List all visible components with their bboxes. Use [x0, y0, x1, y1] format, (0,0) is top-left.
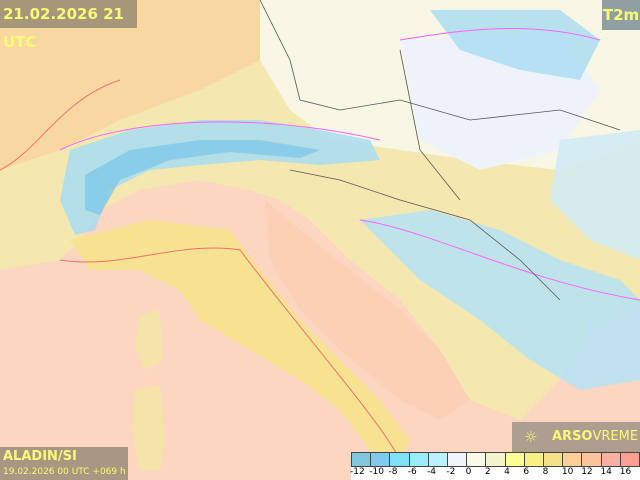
logo-brand-bold: ARSO	[552, 429, 593, 444]
legend-label: 10	[561, 467, 574, 477]
legend-swatch	[563, 453, 583, 467]
legend-swatch	[448, 453, 468, 467]
model-name: ALADIN/SI	[3, 449, 77, 464]
legend-label: 16	[619, 467, 632, 477]
legend-label: 4	[504, 467, 510, 477]
legend-swatch	[409, 453, 429, 467]
legend-swatch	[524, 453, 545, 467]
legend-label: 6	[523, 467, 530, 477]
legend-swatch	[390, 453, 410, 467]
legend-swatch	[467, 453, 487, 467]
borders	[259, 0, 621, 301]
arso-logo: ☼ ARSOVREME	[512, 422, 640, 452]
corsica	[135, 310, 162, 370]
valid-time-label: 21.02.2026 21 UTC	[0, 0, 137, 51]
legend-swatch	[351, 453, 372, 467]
isotherm-line	[59, 121, 381, 151]
parameter-label: T2m	[602, 0, 640, 30]
legend-label: -8	[388, 467, 398, 477]
legend-label: 2	[484, 467, 491, 477]
model-info: ALADIN/SI 19.02.2026 00 UTC +069 h	[0, 447, 128, 480]
sardinia	[132, 385, 165, 470]
legend-label: -4	[427, 467, 437, 477]
model-run: 19.02.2026 00 UTC +069 h	[3, 467, 126, 477]
legend-label: -6	[407, 467, 417, 477]
east-cold	[550, 130, 640, 260]
cold-areas	[60, 10, 640, 390]
isotherm-line	[399, 27, 601, 41]
legend-swatch	[601, 453, 621, 467]
legend-swatch	[582, 453, 602, 467]
legend-swatch	[428, 453, 449, 467]
italy	[70, 220, 410, 460]
border-line	[399, 49, 461, 201]
carpathians-cold	[430, 10, 600, 80]
legend-swatch	[505, 453, 525, 467]
legend-label: -12	[350, 467, 365, 477]
legend-swatch	[544, 453, 564, 467]
isotherms	[0, 27, 640, 461]
legend-swatch	[620, 453, 640, 467]
legend-label: 12	[581, 467, 593, 477]
balkans-cold	[360, 210, 640, 390]
west-land	[0, 0, 260, 170]
legend-label: 8	[542, 467, 549, 477]
legend-swatches	[351, 452, 640, 467]
legend-label: 0	[465, 467, 472, 477]
legend-label: -10	[369, 467, 384, 477]
border-line	[289, 169, 561, 301]
legend-label: 14	[600, 467, 612, 477]
isotherm-line	[359, 219, 640, 301]
alps-core	[85, 140, 320, 215]
isotherm-line	[59, 247, 401, 461]
legend-swatch	[486, 453, 506, 467]
legend-label: -2	[446, 467, 456, 477]
sun-icon: ☼	[524, 428, 538, 446]
logo-text: ARSOVREME	[552, 429, 638, 444]
isotherm-line	[0, 79, 121, 171]
legend-swatch	[371, 453, 391, 467]
legend-labels: -12 -10 -8 -6 -4 -2 0 2 4 6 8 10 12 14 16	[350, 467, 640, 480]
logo-brand-light: VREME	[592, 429, 639, 444]
color-legend: -12 -10 -8 -6 -4 -2 0 2 4 6 8 10 12 14 16	[350, 452, 640, 480]
adriatic-sea	[265, 200, 470, 420]
border-line	[259, 0, 621, 131]
